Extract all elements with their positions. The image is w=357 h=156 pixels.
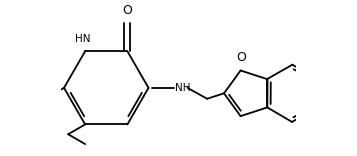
Text: O: O	[236, 51, 246, 64]
Text: NH: NH	[175, 83, 191, 93]
Text: O: O	[123, 4, 132, 17]
Text: HN: HN	[75, 34, 90, 44]
